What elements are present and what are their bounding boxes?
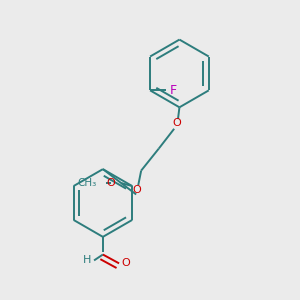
Text: O: O: [106, 178, 115, 188]
Text: CH₃: CH₃: [77, 178, 96, 188]
Text: H: H: [83, 255, 91, 266]
Text: F: F: [170, 84, 177, 97]
Text: O: O: [132, 185, 141, 195]
Text: O: O: [122, 258, 130, 268]
Text: O: O: [172, 118, 181, 128]
